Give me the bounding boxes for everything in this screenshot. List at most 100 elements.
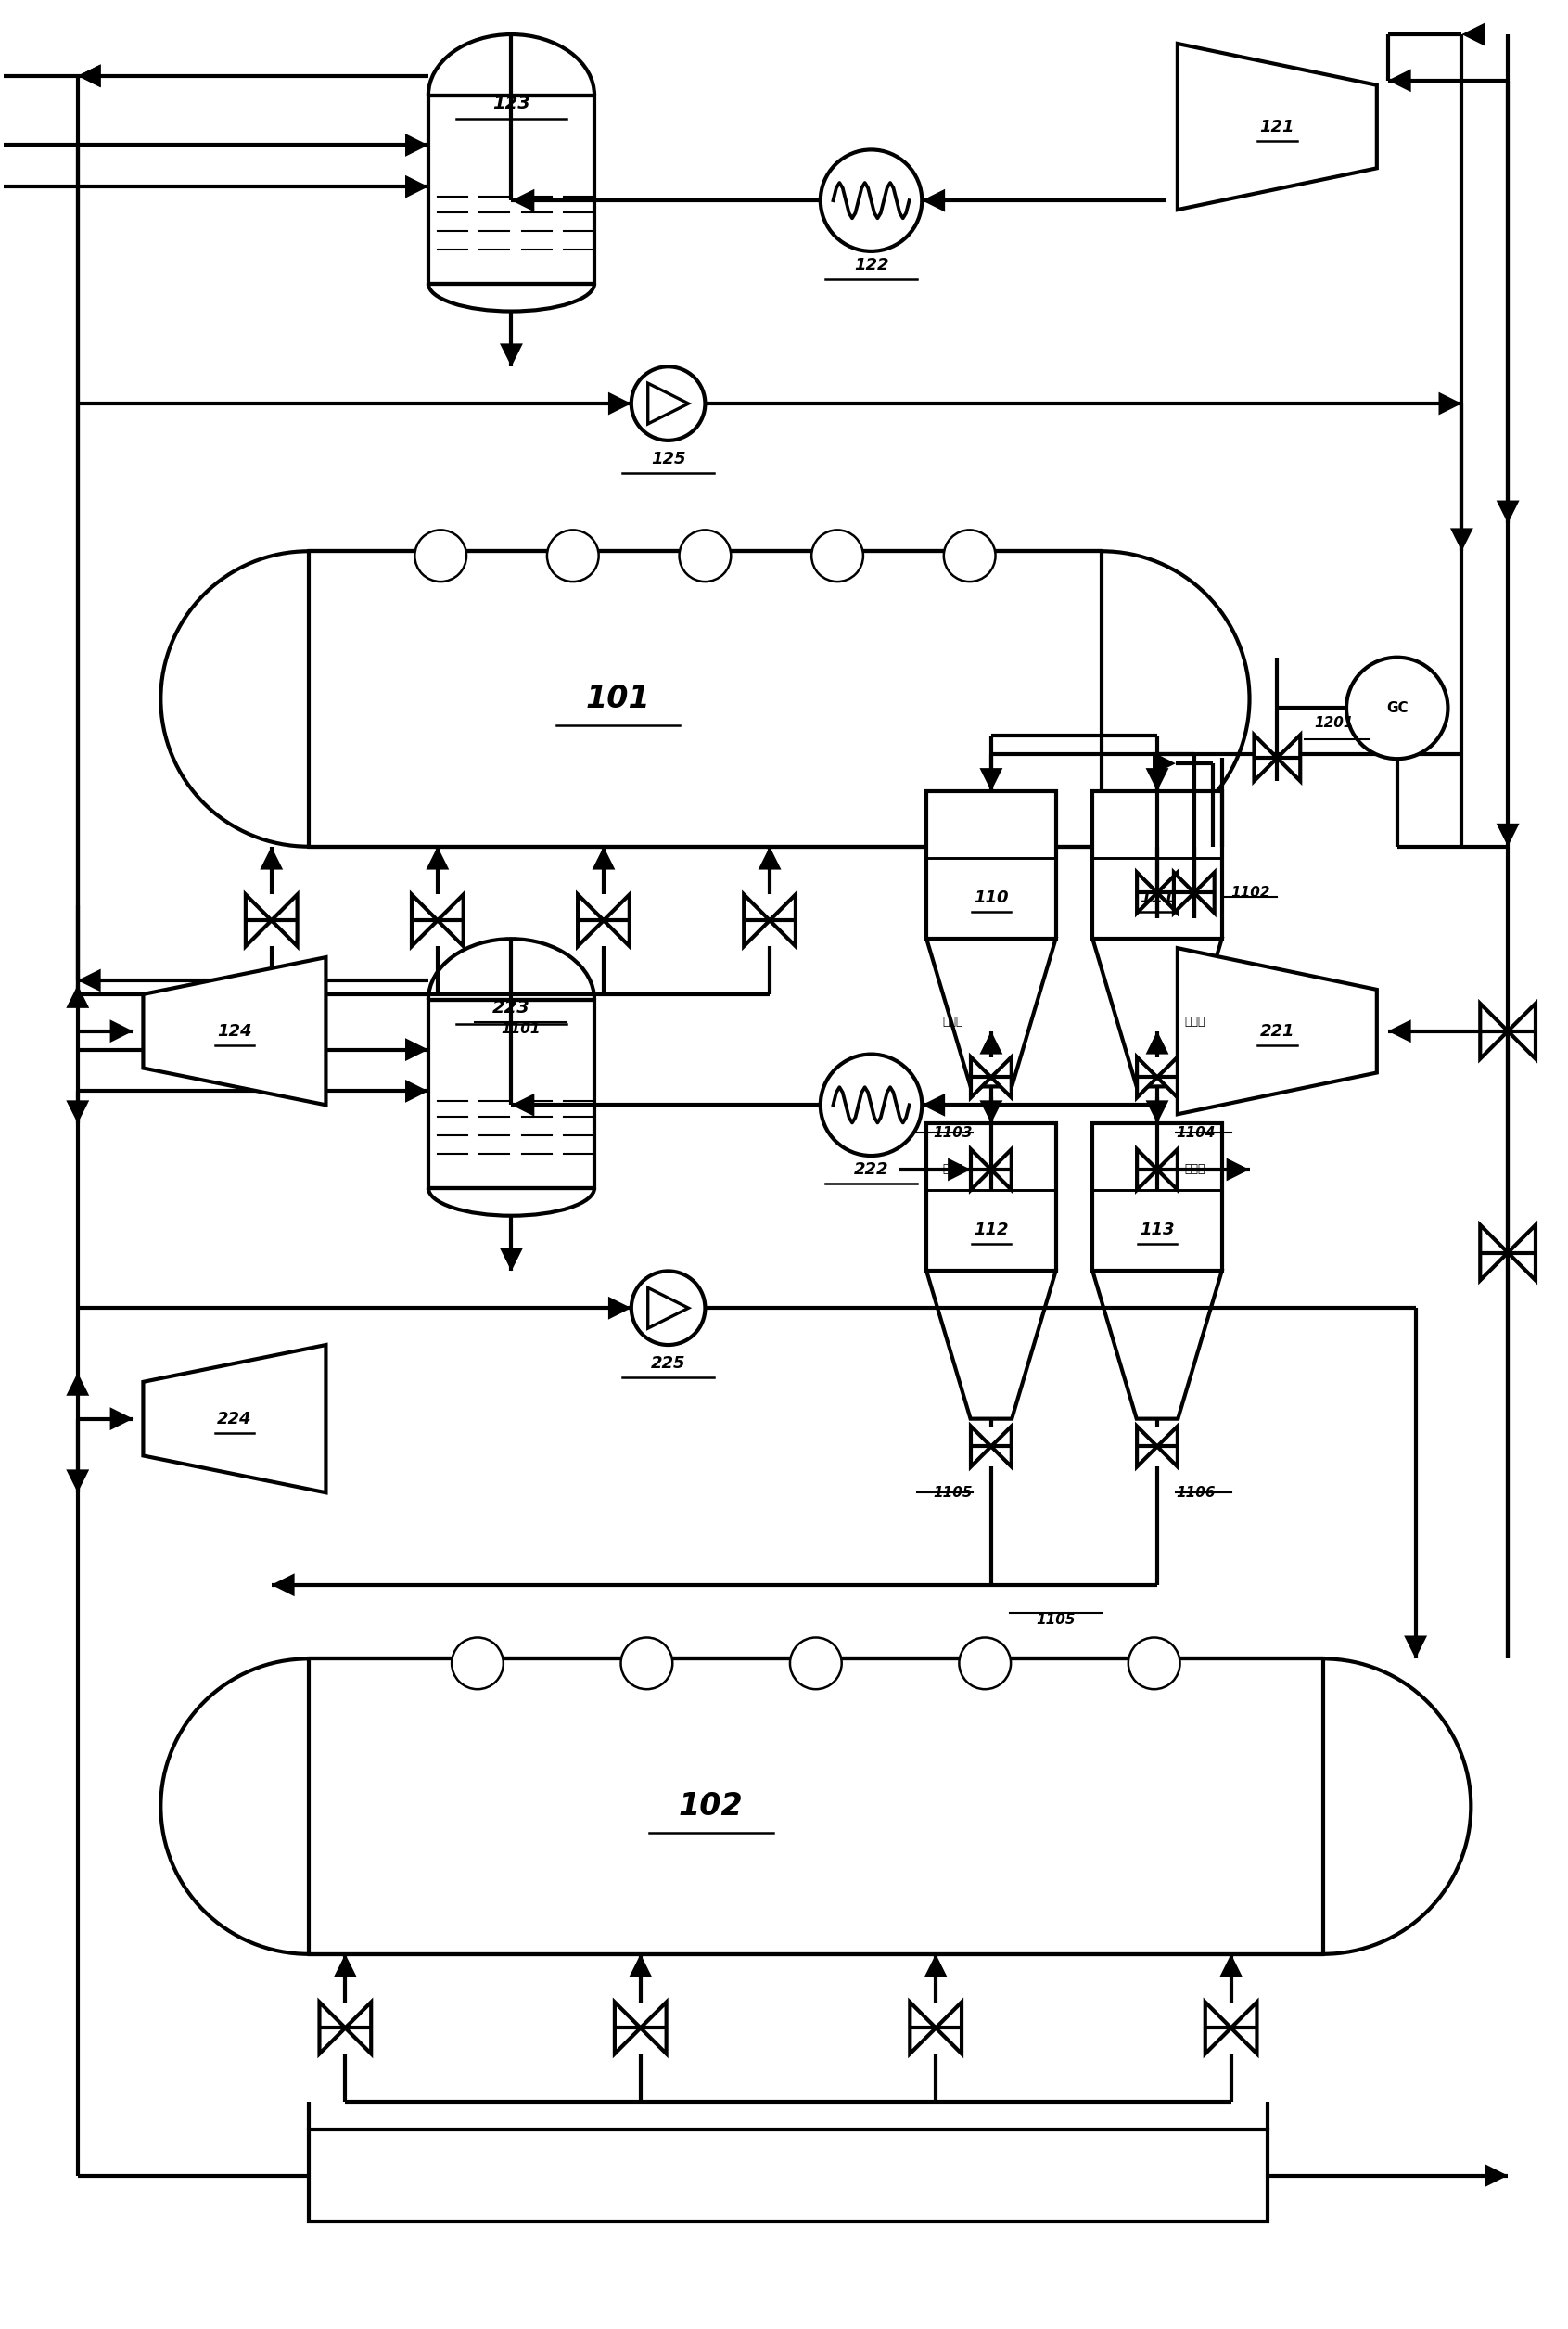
FancyBboxPatch shape (428, 999, 594, 1188)
Polygon shape (405, 1081, 428, 1102)
Polygon shape (405, 175, 428, 198)
Polygon shape (1508, 1004, 1535, 1060)
Circle shape (812, 531, 864, 582)
Text: GC: GC (1386, 701, 1408, 715)
Text: 222: 222 (855, 1162, 889, 1178)
Polygon shape (1450, 529, 1474, 552)
Polygon shape (143, 1344, 326, 1493)
Polygon shape (511, 1092, 535, 1116)
Polygon shape (246, 894, 271, 946)
Polygon shape (1157, 1057, 1178, 1097)
Polygon shape (971, 1057, 991, 1097)
Polygon shape (1157, 1148, 1178, 1190)
Polygon shape (78, 65, 100, 89)
Polygon shape (1388, 70, 1411, 93)
Text: 1105: 1105 (1036, 1612, 1076, 1626)
Polygon shape (320, 2003, 345, 2054)
Polygon shape (66, 1470, 89, 1493)
Polygon shape (271, 894, 298, 946)
Polygon shape (1093, 1272, 1221, 1418)
Polygon shape (640, 2003, 666, 2054)
Polygon shape (593, 845, 615, 869)
Circle shape (632, 366, 706, 440)
Polygon shape (1152, 752, 1176, 776)
Text: 输送气: 输送气 (942, 1164, 963, 1176)
Text: 1106: 1106 (1176, 1486, 1215, 1500)
Polygon shape (1220, 1954, 1242, 1977)
Polygon shape (1254, 736, 1278, 780)
Polygon shape (924, 1954, 947, 1977)
Text: 1102: 1102 (1231, 885, 1270, 899)
Polygon shape (1388, 1020, 1411, 1043)
Polygon shape (759, 845, 781, 869)
Polygon shape (648, 1288, 688, 1328)
Polygon shape (947, 1158, 971, 1181)
Text: 1101: 1101 (500, 1022, 541, 1036)
Text: 1201: 1201 (1314, 717, 1353, 731)
FancyBboxPatch shape (309, 2129, 1269, 2222)
Text: 110: 110 (974, 890, 1008, 906)
Polygon shape (1137, 1425, 1157, 1467)
Polygon shape (615, 2003, 640, 2054)
Polygon shape (345, 2003, 372, 2054)
Text: 112: 112 (974, 1220, 1008, 1239)
Circle shape (960, 1637, 1011, 1689)
FancyBboxPatch shape (927, 792, 1055, 939)
Polygon shape (629, 1954, 652, 1977)
Text: 113: 113 (1140, 1220, 1174, 1239)
Polygon shape (1093, 939, 1221, 1088)
Text: 121: 121 (1259, 119, 1295, 135)
Text: 1103: 1103 (933, 1125, 972, 1139)
Polygon shape (78, 969, 100, 992)
Polygon shape (991, 1148, 1011, 1190)
Circle shape (790, 1637, 842, 1689)
Text: 净化气: 净化气 (1185, 1015, 1206, 1027)
Polygon shape (511, 189, 535, 212)
Text: 净化气: 净化气 (942, 1015, 963, 1027)
Polygon shape (909, 2003, 936, 2054)
Polygon shape (1157, 873, 1178, 913)
Polygon shape (922, 1092, 946, 1116)
Circle shape (632, 1272, 706, 1344)
Polygon shape (980, 769, 1002, 792)
Polygon shape (1137, 1148, 1157, 1190)
Polygon shape (1178, 948, 1377, 1113)
Polygon shape (1403, 1635, 1427, 1658)
FancyBboxPatch shape (309, 552, 1102, 845)
Polygon shape (500, 345, 522, 366)
Polygon shape (1480, 1225, 1508, 1281)
Polygon shape (412, 894, 437, 946)
Text: 225: 225 (651, 1355, 685, 1372)
Polygon shape (405, 133, 428, 156)
Polygon shape (936, 2003, 961, 2054)
Polygon shape (1157, 1425, 1178, 1467)
Polygon shape (577, 894, 604, 946)
Circle shape (944, 531, 996, 582)
Text: 123: 123 (492, 95, 530, 112)
Polygon shape (1278, 736, 1300, 780)
Polygon shape (1146, 769, 1168, 792)
Circle shape (820, 1055, 922, 1155)
Polygon shape (971, 1148, 991, 1190)
Text: 223: 223 (492, 999, 530, 1018)
FancyBboxPatch shape (927, 1123, 1055, 1272)
Polygon shape (1496, 824, 1519, 845)
Polygon shape (271, 1574, 295, 1595)
Text: 101: 101 (586, 685, 651, 715)
Polygon shape (260, 845, 282, 869)
Polygon shape (608, 391, 632, 415)
Polygon shape (991, 1057, 1011, 1097)
Polygon shape (1508, 1225, 1535, 1281)
Polygon shape (1178, 44, 1377, 210)
Circle shape (1129, 1637, 1181, 1689)
Polygon shape (1480, 1004, 1508, 1060)
Polygon shape (78, 65, 100, 89)
Polygon shape (66, 1372, 89, 1395)
Polygon shape (1195, 873, 1215, 913)
FancyBboxPatch shape (428, 95, 594, 284)
Polygon shape (1226, 1158, 1250, 1181)
Polygon shape (922, 189, 946, 212)
Polygon shape (1496, 501, 1519, 524)
Text: 221: 221 (1259, 1022, 1295, 1039)
Circle shape (820, 149, 922, 252)
